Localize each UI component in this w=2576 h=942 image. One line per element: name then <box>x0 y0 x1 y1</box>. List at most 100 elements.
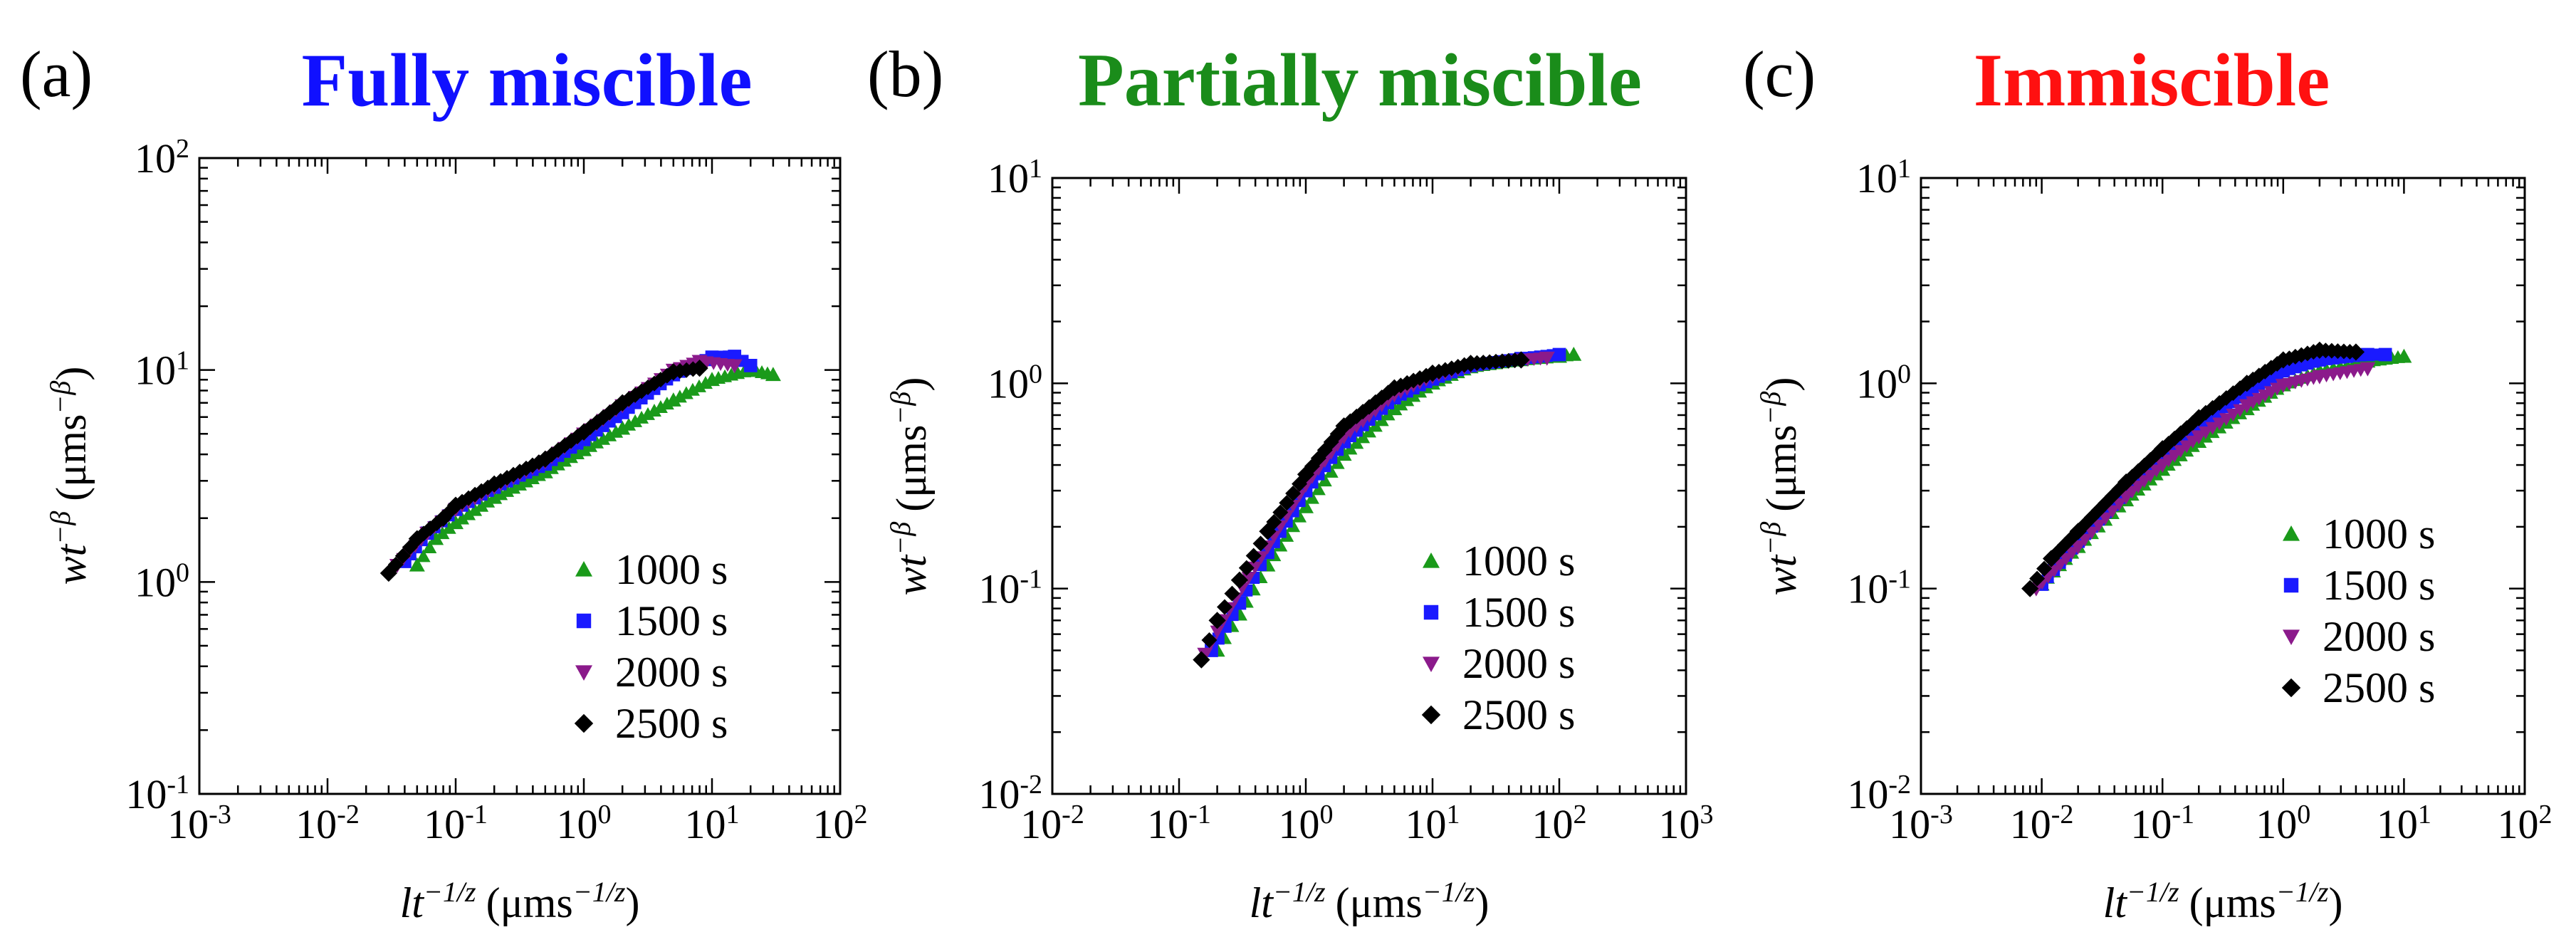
data-point <box>448 515 464 530</box>
x-axis-label: lt−1/z (μms−1/z) <box>1250 876 1489 927</box>
legend-label: 1000 s <box>1462 538 1575 585</box>
panel-title: Immiscible <box>1974 38 2330 122</box>
data-point <box>1252 535 1269 552</box>
data-point <box>1285 485 1302 501</box>
x-tick-label: 10-3 <box>1889 800 1953 847</box>
y-tick-label: 10-1 <box>125 770 189 817</box>
y-tick-label: 10-2 <box>1847 770 1911 817</box>
data-point <box>1512 351 1530 369</box>
data-point <box>2070 540 2086 555</box>
x-axis-label: lt−1/z (μms−1/z) <box>2103 876 2343 927</box>
data-point <box>590 435 604 449</box>
data-point <box>537 464 553 478</box>
data-point <box>596 431 611 445</box>
data-point <box>394 548 411 564</box>
y-axis-label: wt−β(μms−β) <box>884 377 936 596</box>
data-point <box>2029 570 2046 587</box>
y-tick-label: 101 <box>988 154 1042 202</box>
data-point <box>550 457 565 471</box>
data-point <box>1406 389 1421 402</box>
x-tick-label: 10-1 <box>2130 800 2194 847</box>
legend-label: 1000 s <box>615 546 728 593</box>
x-tick-label: 101 <box>685 800 740 847</box>
legend-marker <box>575 665 592 681</box>
data-point <box>474 498 489 512</box>
legend-marker <box>1421 705 1441 725</box>
legend-marker <box>576 613 592 629</box>
data-point <box>628 414 643 427</box>
legend-marker <box>1423 553 1440 568</box>
x-tick-label: 10-1 <box>424 800 488 847</box>
data-point <box>434 509 452 527</box>
data-point <box>1273 538 1288 552</box>
data-point <box>536 450 554 468</box>
y-axis-label: wt−β(μms−β) <box>1754 377 1806 596</box>
plot-frame <box>1920 177 2526 795</box>
data-point <box>646 403 661 417</box>
x-tick-label: 100 <box>1279 800 1334 847</box>
data-point <box>691 360 708 377</box>
data-point <box>2263 360 2279 376</box>
legend-label: 2500 s <box>2323 664 2435 711</box>
legend-marker <box>2281 678 2301 698</box>
panel-title: Partially miscible <box>1078 38 1642 122</box>
data-point <box>455 511 470 525</box>
data-point <box>1304 491 1319 504</box>
data-point <box>2205 422 2220 435</box>
data-point <box>672 389 687 403</box>
data-point <box>1400 393 1415 407</box>
data-point <box>1539 351 1555 366</box>
data-point <box>2021 580 2039 597</box>
data-point <box>2154 440 2172 458</box>
data-point <box>634 410 649 424</box>
data-point <box>461 507 476 520</box>
y-axis-label: wt−β(μms−β) <box>44 367 95 585</box>
legend-marker <box>1423 605 1439 620</box>
y-tick-label: 101 <box>135 346 189 394</box>
panel-b: (b) Partially miscible 10-2 10-1 100 101 102 10… <box>867 38 1714 926</box>
panel-letter: (a) <box>20 38 93 110</box>
data-point <box>1386 401 1403 416</box>
data-point <box>2347 343 2365 361</box>
axis-ticks <box>198 158 840 795</box>
panel-title: Fully miscible <box>301 38 752 122</box>
data-point <box>641 407 655 420</box>
data-point <box>1317 473 1332 487</box>
data-point <box>1292 509 1307 523</box>
data-point <box>1241 572 1256 585</box>
data-point <box>2058 553 2073 566</box>
data-point <box>1443 360 1460 377</box>
data-point <box>1298 498 1314 513</box>
data-point <box>2036 560 2053 577</box>
data-point <box>2143 469 2158 483</box>
data-point <box>665 392 681 407</box>
data-point <box>2137 475 2152 488</box>
legend-label: 2500 s <box>615 700 728 747</box>
y-tick-label: 10-1 <box>978 565 1042 612</box>
legend-marker <box>2283 577 2299 593</box>
axis-ticks <box>1920 178 2525 795</box>
data-point <box>2105 505 2120 518</box>
data-point <box>1193 651 1210 669</box>
x-tick-label: 100 <box>557 800 612 847</box>
series-2000-s <box>2028 362 2376 597</box>
data-point <box>1201 632 1218 648</box>
data-point <box>2091 519 2106 533</box>
data-point <box>1208 612 1226 629</box>
axis-ticks <box>1051 178 1686 795</box>
data-point <box>1217 599 1233 615</box>
x-tick-label: 102 <box>1532 800 1587 847</box>
y-tick-label: 101 <box>1856 154 1911 202</box>
x-tick-label: 10-3 <box>167 800 231 847</box>
legend-label: 1000 s <box>2323 511 2435 558</box>
data-point <box>435 526 450 540</box>
data-point <box>1279 528 1294 542</box>
x-tick-label: 102 <box>813 800 868 847</box>
legend-label: 1500 s <box>615 597 728 644</box>
data-point <box>679 386 693 399</box>
data-point <box>422 540 437 553</box>
data-point <box>486 475 503 493</box>
series-1000-s <box>409 362 781 572</box>
